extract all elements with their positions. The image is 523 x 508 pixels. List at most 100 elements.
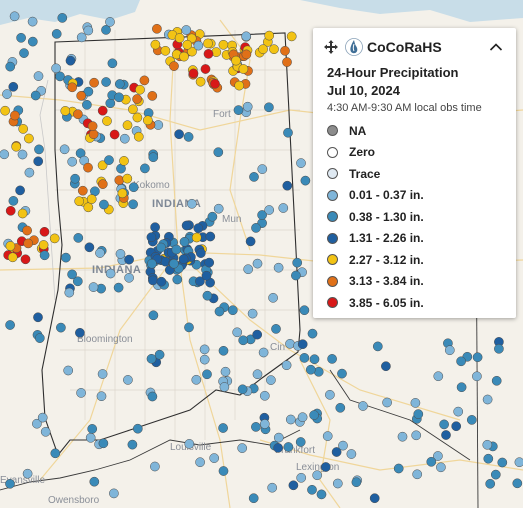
station-marker[interactable] — [237, 443, 248, 453]
station-marker[interactable] — [133, 131, 144, 142]
station-marker[interactable] — [105, 268, 116, 279]
station-marker[interactable] — [154, 349, 165, 360]
station-marker[interactable] — [9, 11, 20, 22]
station-marker[interactable] — [101, 25, 111, 35]
station-marker[interactable] — [88, 129, 99, 140]
station-marker[interactable] — [451, 421, 462, 432]
station-marker[interactable] — [332, 478, 343, 489]
station-marker[interactable] — [282, 57, 292, 67]
station-marker[interactable] — [283, 127, 293, 138]
station-marker[interactable] — [152, 23, 162, 34]
station-marker[interactable] — [59, 144, 70, 155]
station-marker[interactable] — [51, 63, 61, 74]
station-marker[interactable] — [179, 236, 190, 247]
station-marker[interactable] — [249, 172, 259, 182]
station-marker[interactable] — [369, 493, 380, 504]
station-marker[interactable] — [320, 462, 331, 472]
station-marker[interactable] — [75, 327, 85, 338]
station-marker[interactable] — [5, 205, 16, 216]
station-marker[interactable] — [5, 478, 15, 489]
station-marker[interactable] — [234, 80, 245, 91]
station-marker[interactable] — [27, 16, 38, 27]
station-marker[interactable] — [101, 77, 111, 87]
station-marker[interactable] — [195, 76, 206, 87]
station-marker[interactable] — [441, 430, 451, 440]
station-marker[interactable] — [97, 105, 108, 116]
station-marker[interactable] — [299, 305, 310, 316]
station-marker[interactable] — [95, 248, 105, 258]
station-marker[interactable] — [76, 90, 87, 101]
station-marker[interactable] — [5, 61, 16, 72]
station-marker[interactable] — [38, 240, 49, 250]
station-marker[interactable] — [466, 415, 477, 425]
station-marker[interactable] — [114, 175, 125, 186]
station-marker[interactable] — [264, 30, 275, 41]
station-marker[interactable] — [172, 274, 183, 285]
station-marker[interactable] — [99, 199, 109, 210]
station-marker[interactable] — [512, 478, 523, 489]
station-marker[interactable] — [30, 90, 41, 101]
station-marker[interactable] — [76, 32, 87, 43]
station-marker[interactable] — [50, 448, 61, 459]
station-marker[interactable] — [39, 250, 50, 261]
station-marker[interactable] — [490, 469, 501, 480]
station-marker[interactable] — [214, 306, 225, 317]
station-marker[interactable] — [412, 469, 423, 480]
station-marker[interactable] — [97, 369, 108, 379]
station-marker[interactable] — [5, 320, 15, 330]
station-marker[interactable] — [252, 329, 263, 340]
station-marker[interactable] — [63, 365, 74, 376]
station-marker[interactable] — [24, 167, 35, 178]
station-marker[interactable] — [57, 13, 68, 23]
station-marker[interactable] — [83, 86, 94, 97]
station-marker[interactable] — [285, 338, 295, 349]
station-marker[interactable] — [200, 64, 211, 74]
station-marker[interactable] — [119, 156, 129, 166]
station-marker[interactable] — [122, 120, 133, 131]
station-marker[interactable] — [273, 262, 284, 273]
station-marker[interactable] — [17, 149, 28, 160]
station-marker[interactable] — [410, 398, 421, 408]
station-marker[interactable] — [40, 426, 51, 437]
station-marker[interactable] — [286, 31, 297, 42]
station-marker[interactable] — [11, 141, 22, 152]
station-marker[interactable] — [219, 382, 230, 392]
station-marker[interactable] — [325, 389, 335, 400]
station-marker[interactable] — [444, 345, 455, 356]
station-marker[interactable] — [117, 188, 128, 199]
station-marker[interactable] — [97, 160, 108, 171]
station-marker[interactable] — [37, 412, 48, 423]
station-marker[interactable] — [331, 447, 342, 457]
station-marker[interactable] — [264, 205, 275, 215]
station-marker[interactable] — [485, 478, 496, 489]
station-marker[interactable] — [23, 238, 34, 249]
station-marker[interactable] — [218, 423, 228, 433]
station-marker[interactable] — [22, 468, 33, 479]
station-marker[interactable] — [5, 241, 16, 251]
station-marker[interactable] — [245, 236, 256, 247]
station-marker[interactable] — [312, 470, 323, 481]
station-marker[interactable] — [278, 203, 289, 213]
station-marker[interactable] — [220, 366, 231, 377]
station-marker[interactable] — [33, 71, 44, 81]
station-marker[interactable] — [210, 78, 220, 89]
station-marker[interactable] — [281, 360, 292, 371]
station-marker[interactable] — [251, 223, 261, 233]
station-marker[interactable] — [89, 77, 99, 88]
station-marker[interactable] — [456, 356, 466, 367]
station-marker[interactable] — [267, 482, 278, 493]
station-marker[interactable] — [202, 369, 212, 380]
station-marker[interactable] — [0, 105, 10, 116]
station-marker[interactable] — [140, 163, 150, 174]
station-marker[interactable] — [187, 198, 197, 209]
station-marker[interactable] — [150, 222, 160, 233]
station-marker[interactable] — [142, 115, 153, 126]
station-marker[interactable] — [33, 156, 44, 167]
station-marker[interactable] — [372, 341, 383, 352]
station-marker[interactable] — [146, 232, 157, 243]
station-marker[interactable] — [280, 45, 290, 56]
station-marker[interactable] — [119, 133, 130, 144]
station-marker[interactable] — [199, 354, 210, 365]
station-marker[interactable] — [243, 264, 254, 275]
station-marker[interactable] — [411, 430, 422, 441]
